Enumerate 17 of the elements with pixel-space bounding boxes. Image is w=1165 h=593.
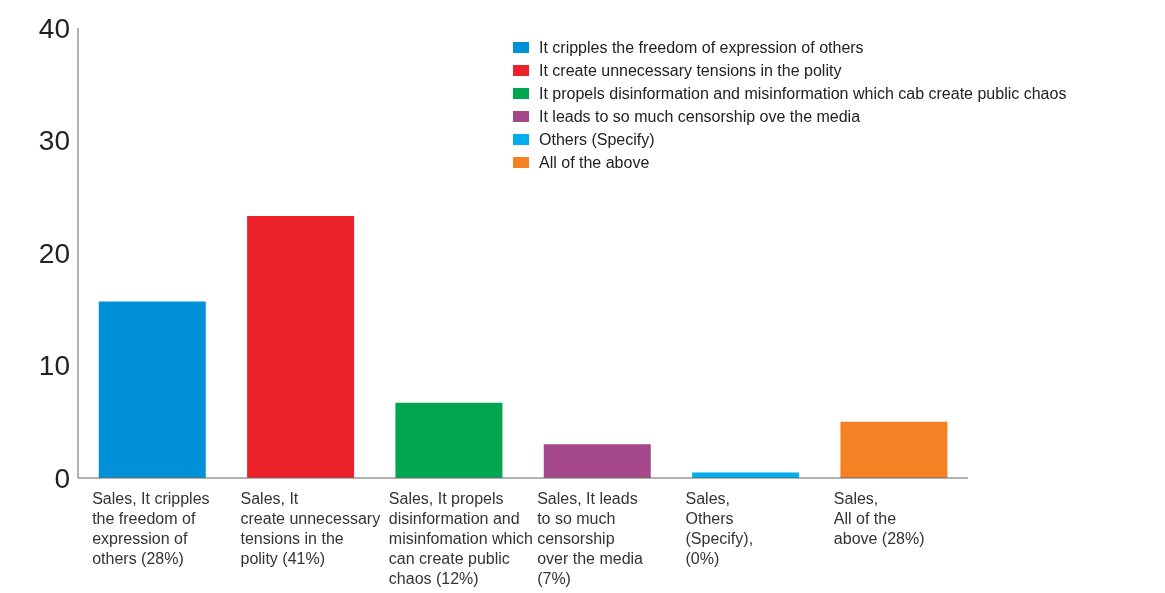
- y-tick-label: 0: [54, 462, 70, 494]
- x-tick-label: Sales, It create unnecessary tensions in the polity (41%): [240, 490, 381, 567]
- x-tick-label: Sales, All of the above (28%): [833, 490, 925, 547]
- x-tick-label: Sales, Others (Specify), (0%): [685, 490, 754, 567]
- y-tick-label: 10: [38, 350, 70, 382]
- legend-label: It cripples the freedom of expression of others: [539, 38, 864, 58]
- legend-label: All of the above: [539, 153, 650, 173]
- legend-label: It leads to so much censorship ove the media: [539, 107, 861, 127]
- legend-label: It create unnecessary tensions in the polity: [539, 61, 842, 81]
- x-tick-label: Sales, It propels disinformation and misinfomation which can create public chaos (12%): [388, 490, 533, 587]
- legend-label: Others (Specify): [539, 130, 655, 150]
- y-tick-label: 30: [38, 125, 70, 157]
- x-tick-label: Sales, It cripples the freedom of expression of others (28%): [92, 490, 210, 567]
- y-tick-label: 20: [38, 237, 70, 269]
- y-tick-label: 40: [38, 12, 70, 44]
- legend-label: It propels disinformation and misinformation which cab create public chaos: [539, 84, 1067, 104]
- x-tick-label: Sales, It leads to so much censorship over the media (7%): [537, 490, 644, 587]
